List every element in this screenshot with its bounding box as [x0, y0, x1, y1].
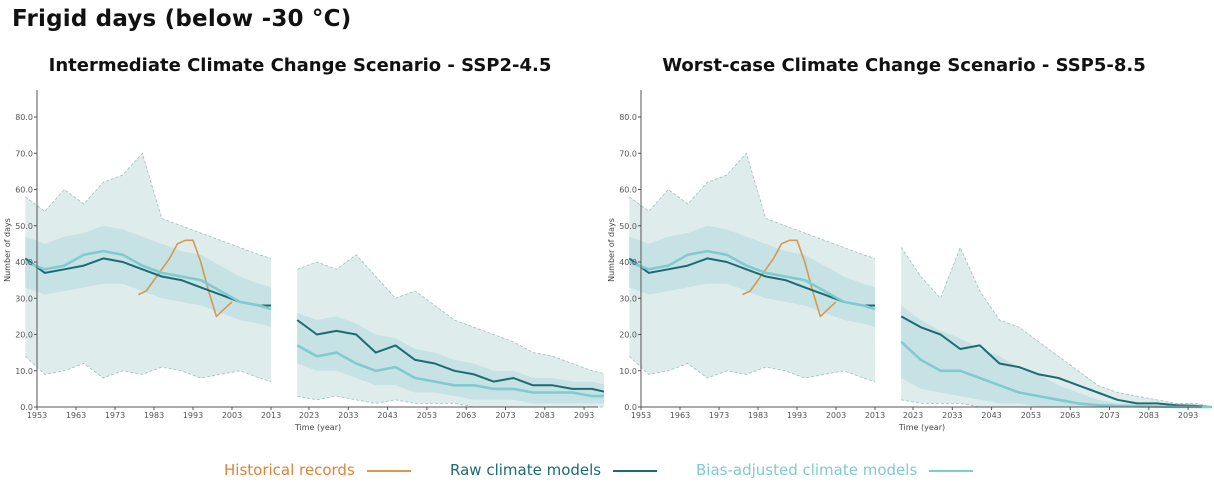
ssp245-x-tick-label: 2023 [299, 411, 319, 420]
chart-ssp245: 0.0 10.0 20.0 30.0 40.0 50.0 60.0 70.0 80.0 1953 1… [3, 90, 604, 432]
legend-bias-label: Bias-adjusted climate models [696, 461, 918, 479]
ssp245-line-bias-future [296, 344, 604, 398]
legend-raw-label: Raw climate models [450, 461, 602, 479]
ssp245-x-tick-label: 2083 [535, 411, 555, 420]
ssp245-y-tick-label: 60.0 [15, 186, 33, 195]
ssp585-band-upper-historical [629, 152, 876, 259]
ssp585-y-tick-label: 70.0 [619, 149, 637, 158]
ssp585-line-raw-future [900, 315, 1212, 408]
chart-title-ssp245: Intermediate Climate Change Scenario - S… [48, 55, 552, 76]
ssp245-band-upper-historical [25, 152, 272, 259]
ssp585-x-axis-label: Time (year) [898, 423, 945, 432]
ssp245-x-tick-label: 2033 [338, 411, 358, 420]
ssp585-x-tick-label: 2003 [826, 411, 846, 420]
ssp585-x-tick-label: 2093 [1178, 411, 1198, 420]
ssp585-x-tick-label: 1963 [670, 411, 690, 420]
legend: Historical records Raw climate models Bi… [0, 461, 1214, 485]
ssp245-x-tick-label: 2003 [222, 411, 242, 420]
ssp245-y-tick-label: 20.0 [15, 331, 33, 340]
ssp585-line-historical-historical [742, 239, 837, 318]
ssp245-x-axis-label: Time (year) [294, 423, 341, 432]
ssp585-y-tick-label: 80.0 [619, 113, 637, 122]
ssp245-x-tick-label: 2053 [417, 411, 437, 420]
legend-raw: Raw climate models [450, 461, 658, 479]
ssp245-line-raw-future [296, 319, 604, 393]
ssp585-y-tick-label: 60.0 [619, 186, 637, 195]
ssp245-x-tick-label: 1953 [27, 411, 47, 420]
ssp245-x-tick-label: 2093 [574, 411, 594, 420]
ssp585-y-tick-label: 10.0 [619, 367, 637, 376]
chart-ssp585: 0.0 10.0 20.0 30.0 40.0 50.0 60.0 70.0 80.0 1953 1… [607, 90, 1212, 432]
chart-title-ssp585: Worst-case Climate Change Scenario - SSP… [662, 55, 1146, 76]
ssp245-x-tick-label: 2063 [456, 411, 476, 420]
ssp245-line-bias-historical [24, 249, 272, 311]
ssp245-band-inner-future [297, 312, 604, 404]
legend-historical-label: Historical records [224, 461, 355, 479]
ssp585-line-bias-historical [628, 249, 876, 311]
ssp245-band-lower-historical [25, 356, 272, 382]
ssp245-y-tick-label: 70.0 [15, 149, 33, 158]
ssp585-y-tick-label: 50.0 [619, 222, 637, 231]
ssp585-y-tick-label: 20.0 [619, 331, 637, 340]
ssp245-x-tick-label: 2073 [495, 411, 515, 420]
ssp245-x-tick-label: 1983 [144, 411, 164, 420]
ssp585-x-tick-label: 1993 [787, 411, 807, 420]
legend-raw-swatch [613, 469, 658, 472]
legend-historical-swatch [366, 469, 411, 472]
ssp585-x-tick-label: 2033 [942, 411, 962, 420]
ssp245-x-tick-label: 2013 [261, 411, 281, 420]
ssp585-x-tick-label: 2073 [1099, 411, 1119, 420]
legend-bias: Bias-adjusted climate models [696, 461, 974, 479]
ssp585-y-tick-label: 0.0 [624, 403, 637, 412]
ssp245-x-tick-label: 1993 [183, 411, 203, 420]
ssp245-band-upper-future [297, 254, 604, 374]
ssp585-y-tick-label: 40.0 [619, 258, 637, 267]
ssp585-x-tick-label: 2013 [865, 411, 885, 420]
ssp585-x-tick-label: 2083 [1139, 411, 1159, 420]
ssp585-x-tick-label: 1983 [748, 411, 768, 420]
ssp585-x-tick-label: 1953 [631, 411, 651, 420]
ssp585-x-tick-label: 2053 [1021, 411, 1041, 420]
ssp245-x-tick-label: 1973 [105, 411, 125, 420]
ssp585-band-lower-historical [629, 356, 876, 382]
ssp585-y-axis-label: Number of days [607, 218, 616, 282]
ssp245-line-historical-historical [138, 239, 233, 318]
ssp245-y-axis-label: Number of days [3, 218, 12, 282]
ssp585-x-tick-label: 2043 [981, 411, 1001, 420]
ssp245-band-inner-historical [25, 225, 271, 328]
ssp245-x-tick-label: 1963 [66, 411, 86, 420]
ssp585-band-inner-historical [629, 225, 875, 328]
ssp585-band-inner-future [901, 305, 1212, 407]
legend-bias-swatch [929, 469, 974, 472]
ssp585-y-tick-label: 30.0 [619, 294, 637, 303]
ssp585-x-tick-label: 1973 [709, 411, 729, 420]
ssp585-band-upper-future [900, 246, 1212, 408]
ssp585-x-tick-label: 2023 [903, 411, 923, 420]
ssp245-y-tick-label: 50.0 [15, 222, 33, 231]
ssp245-y-tick-label: 10.0 [15, 367, 33, 376]
ssp245-y-tick-label: 30.0 [15, 294, 33, 303]
ssp585-x-tick-label: 2063 [1060, 411, 1080, 420]
ssp245-y-tick-label: 80.0 [15, 113, 33, 122]
ssp245-y-tick-label: 40.0 [15, 258, 33, 267]
legend-historical: Historical records [224, 461, 411, 479]
ssp245-x-tick-label: 2043 [377, 411, 397, 420]
page-title: Frigid days (below -30 °C) [12, 6, 352, 32]
ssp245-y-tick-label: 0.0 [20, 403, 33, 412]
